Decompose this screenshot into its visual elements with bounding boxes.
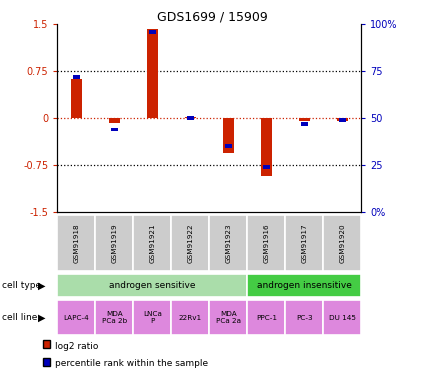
Text: GSM91918: GSM91918 — [74, 223, 79, 262]
Bar — [299, 118, 309, 121]
Bar — [147, 29, 158, 118]
Bar — [149, 30, 156, 34]
Text: ▶: ▶ — [38, 281, 46, 291]
Text: GDS1699 / 15909: GDS1699 / 15909 — [157, 10, 268, 24]
Text: GSM91917: GSM91917 — [301, 223, 307, 262]
FancyBboxPatch shape — [323, 215, 361, 271]
Text: GSM91923: GSM91923 — [225, 223, 231, 262]
FancyBboxPatch shape — [209, 300, 247, 335]
FancyBboxPatch shape — [247, 274, 361, 297]
Text: GSM91922: GSM91922 — [187, 223, 193, 262]
FancyBboxPatch shape — [57, 300, 95, 335]
FancyBboxPatch shape — [133, 215, 171, 271]
FancyBboxPatch shape — [323, 300, 361, 335]
FancyBboxPatch shape — [247, 215, 285, 271]
Text: PC-3: PC-3 — [296, 315, 312, 321]
Text: MDA
PCa 2a: MDA PCa 2a — [216, 311, 241, 324]
Bar — [71, 80, 82, 118]
FancyBboxPatch shape — [171, 300, 209, 335]
Bar — [301, 122, 308, 126]
Bar — [223, 118, 234, 153]
Bar — [109, 118, 120, 123]
FancyBboxPatch shape — [95, 215, 133, 271]
Bar — [261, 118, 272, 176]
Text: GSM91920: GSM91920 — [339, 223, 345, 262]
Text: percentile rank within the sample: percentile rank within the sample — [55, 359, 208, 368]
Text: 22Rv1: 22Rv1 — [179, 315, 202, 321]
Text: DU 145: DU 145 — [329, 315, 356, 321]
FancyBboxPatch shape — [95, 300, 133, 335]
Text: GSM91919: GSM91919 — [111, 223, 117, 262]
Text: PPC-1: PPC-1 — [256, 315, 277, 321]
FancyBboxPatch shape — [57, 215, 95, 271]
Text: androgen insensitive: androgen insensitive — [257, 281, 352, 290]
Text: GSM91921: GSM91921 — [149, 223, 155, 262]
Bar — [337, 118, 348, 121]
Bar — [73, 75, 80, 79]
Text: GSM91916: GSM91916 — [264, 223, 269, 262]
Bar — [339, 118, 346, 122]
Text: log2 ratio: log2 ratio — [55, 342, 99, 351]
FancyBboxPatch shape — [209, 215, 247, 271]
Text: MDA
PCa 2b: MDA PCa 2b — [102, 311, 127, 324]
Bar — [187, 116, 194, 120]
FancyBboxPatch shape — [285, 300, 323, 335]
Text: cell type: cell type — [2, 281, 41, 290]
Bar — [185, 117, 196, 118]
Text: ▶: ▶ — [38, 313, 46, 322]
FancyBboxPatch shape — [133, 300, 171, 335]
FancyBboxPatch shape — [57, 274, 247, 297]
Text: LNCa
P: LNCa P — [143, 311, 162, 324]
Bar — [263, 165, 270, 169]
FancyBboxPatch shape — [247, 300, 285, 335]
FancyBboxPatch shape — [171, 215, 209, 271]
FancyBboxPatch shape — [285, 215, 323, 271]
Text: cell line: cell line — [2, 313, 37, 322]
Bar — [225, 144, 232, 148]
Bar — [111, 128, 118, 131]
Text: androgen sensitive: androgen sensitive — [109, 281, 196, 290]
Text: LAPC-4: LAPC-4 — [63, 315, 89, 321]
